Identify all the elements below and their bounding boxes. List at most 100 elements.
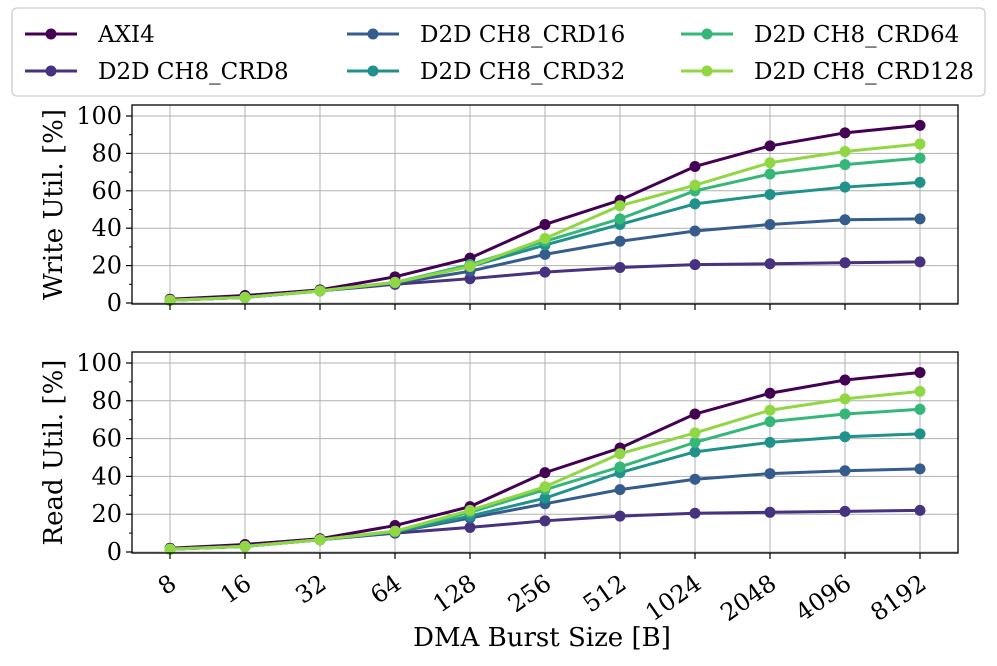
x-tick-label: 64 — [365, 569, 406, 609]
legend-label: AXI4 — [97, 22, 155, 48]
data-point-d2d-ch8-crd128-1024 — [689, 179, 701, 191]
data-point-d2d-ch8-crd8-4096 — [839, 257, 851, 269]
data-point-d2d-ch8-crd128-64 — [389, 525, 401, 537]
data-point-axi4-4096 — [839, 127, 851, 139]
legend-entry-d2d-ch8-crd32: D2D CH8_CRD32 — [347, 59, 625, 85]
data-point-d2d-ch8-crd8-4096 — [839, 505, 851, 517]
data-point-d2d-ch8-crd32-1024 — [689, 446, 701, 458]
y-tick-label: 80 — [91, 387, 122, 415]
data-point-d2d-ch8-crd128-16 — [239, 540, 251, 552]
data-point-d2d-ch8-crd128-2048 — [764, 157, 776, 169]
data-point-d2d-ch8-crd128-8 — [164, 294, 176, 306]
data-point-d2d-ch8-crd16-256 — [539, 248, 551, 260]
data-point-d2d-ch8-crd64-4096 — [839, 159, 851, 171]
y-tick-label: 20 — [91, 500, 122, 528]
series-d2d-ch8-crd128 — [164, 385, 926, 555]
data-point-d2d-ch8-crd16-2048 — [764, 218, 776, 230]
data-point-d2d-ch8-crd128-2048 — [764, 404, 776, 416]
x-tick-label: 512 — [578, 569, 632, 618]
legend-swatch-marker — [367, 65, 379, 77]
legend-swatch-marker — [701, 28, 713, 40]
data-point-d2d-ch8-crd128-128 — [464, 504, 476, 516]
data-point-d2d-ch8-crd8-256 — [539, 266, 551, 278]
data-point-d2d-ch8-crd128-512 — [614, 200, 626, 212]
data-point-axi4-256 — [539, 218, 551, 230]
data-point-d2d-ch8-crd64-512 — [614, 461, 626, 473]
data-point-d2d-ch8-crd128-8192 — [914, 138, 926, 150]
data-point-d2d-ch8-crd64-4096 — [839, 408, 851, 420]
x-tick-label: 8192 — [865, 569, 931, 627]
x-tick-label: 4096 — [790, 569, 856, 627]
legend-swatch-marker — [45, 28, 57, 40]
data-point-d2d-ch8-crd64-1024 — [689, 436, 701, 448]
y-tick-label: 40 — [91, 214, 122, 242]
data-point-axi4-8192 — [914, 366, 926, 378]
data-point-d2d-ch8-crd32-8192 — [914, 428, 926, 440]
legend-label: D2D CH8_CRD16 — [420, 22, 625, 48]
x-tick-label: 128 — [428, 569, 482, 618]
data-point-d2d-ch8-crd64-2048 — [764, 416, 776, 428]
data-point-d2d-ch8-crd128-16 — [239, 291, 251, 303]
x-tick-label: 16 — [215, 569, 256, 609]
y-tick-label: 100 — [76, 349, 122, 377]
data-point-d2d-ch8-crd8-1024 — [689, 507, 701, 519]
x-tick-label: 256 — [503, 569, 557, 618]
legend-entry-d2d-ch8-crd16: D2D CH8_CRD16 — [347, 22, 625, 48]
data-point-d2d-ch8-crd128-64 — [389, 276, 401, 288]
data-point-d2d-ch8-crd16-512 — [614, 484, 626, 496]
data-point-d2d-ch8-crd64-2048 — [764, 168, 776, 180]
data-point-d2d-ch8-crd8-2048 — [764, 258, 776, 270]
data-point-d2d-ch8-crd128-1024 — [689, 427, 701, 439]
y-tick-label: 80 — [91, 139, 122, 167]
data-point-d2d-ch8-crd16-8192 — [914, 213, 926, 225]
data-point-d2d-ch8-crd16-2048 — [764, 468, 776, 480]
data-point-d2d-ch8-crd8-1024 — [689, 259, 701, 271]
x-tick-label: 2048 — [715, 569, 781, 627]
x-tick-label: 8 — [153, 569, 182, 601]
y-tick-label: 20 — [91, 252, 122, 280]
data-point-d2d-ch8-crd64-8192 — [914, 403, 926, 415]
y-tick-label: 100 — [76, 102, 122, 130]
y-tick-label: 60 — [91, 425, 122, 453]
data-point-axi4-4096 — [839, 374, 851, 386]
data-point-d2d-ch8-crd128-8 — [164, 543, 176, 555]
data-point-d2d-ch8-crd32-4096 — [839, 431, 851, 443]
data-point-d2d-ch8-crd32-4096 — [839, 181, 851, 193]
legend-entry-d2d-ch8-crd8: D2D CH8_CRD8 — [25, 59, 289, 85]
legend-entry-d2d-ch8-crd128: D2D CH8_CRD128 — [681, 59, 974, 85]
legend-frame — [11, 7, 986, 97]
data-point-d2d-ch8-crd8-512 — [614, 261, 626, 273]
data-point-d2d-ch8-crd16-8192 — [914, 463, 926, 475]
data-point-d2d-ch8-crd64-8192 — [914, 152, 926, 164]
data-point-d2d-ch8-crd64-512 — [614, 213, 626, 225]
y-tick-label: 60 — [91, 177, 122, 205]
data-point-d2d-ch8-crd8-2048 — [764, 506, 776, 518]
data-point-d2d-ch8-crd8-8192 — [914, 256, 926, 268]
legend-entry-axi4: AXI4 — [25, 22, 155, 48]
data-point-d2d-ch8-crd128-8192 — [914, 385, 926, 397]
data-point-d2d-ch8-crd8-8192 — [914, 504, 926, 516]
data-point-d2d-ch8-crd128-256 — [539, 481, 551, 493]
legend-swatch-marker — [701, 65, 713, 77]
legend-label: D2D CH8_CRD32 — [420, 59, 625, 85]
data-point-axi4-1024 — [689, 408, 701, 420]
data-point-d2d-ch8-crd32-8192 — [914, 176, 926, 188]
data-point-d2d-ch8-crd128-128 — [464, 261, 476, 273]
data-point-d2d-ch8-crd8-512 — [614, 510, 626, 522]
data-point-d2d-ch8-crd16-512 — [614, 235, 626, 247]
data-point-d2d-ch8-crd16-4096 — [839, 214, 851, 226]
data-point-d2d-ch8-crd16-1024 — [689, 225, 701, 237]
x-tick-label: 32 — [290, 569, 331, 609]
data-point-axi4-8192 — [914, 119, 926, 131]
y-tick-label: 0 — [107, 538, 122, 566]
data-point-d2d-ch8-crd8-128 — [464, 521, 476, 533]
data-point-d2d-ch8-crd32-1024 — [689, 198, 701, 210]
y-tick-label: 0 — [107, 289, 122, 317]
data-point-d2d-ch8-crd128-32 — [314, 285, 326, 297]
data-point-d2d-ch8-crd32-2048 — [764, 436, 776, 448]
data-point-axi4-2048 — [764, 387, 776, 399]
data-point-d2d-ch8-crd128-4096 — [839, 393, 851, 405]
